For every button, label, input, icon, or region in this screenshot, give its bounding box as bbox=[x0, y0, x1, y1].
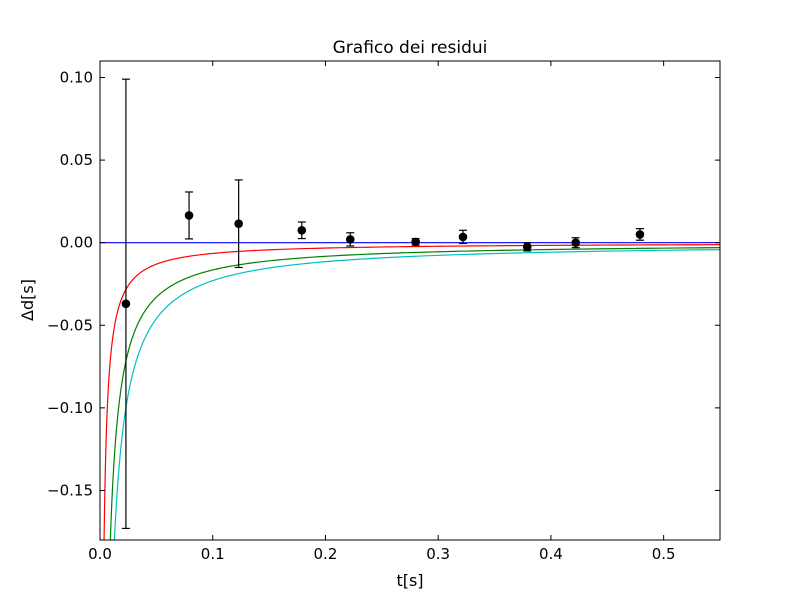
chart-title: Grafico dei residui bbox=[333, 38, 488, 58]
data-point bbox=[234, 179, 243, 269]
x-tick-label: 0.0 bbox=[88, 545, 112, 563]
data-points bbox=[121, 78, 645, 530]
model-curve-3 bbox=[109, 247, 720, 540]
y-tick-label: 0.10 bbox=[60, 69, 93, 87]
model-curve-4 bbox=[113, 249, 720, 540]
model-curves bbox=[100, 242, 720, 540]
point-marker bbox=[411, 237, 420, 247]
point-marker bbox=[571, 238, 581, 247]
point-marker bbox=[458, 232, 468, 242]
axis-ticks: 0.0 0.1 0.2 0.3 0.4 0.5 0.10 0.05 0.00 −0.05 −0.10… bbox=[47, 61, 720, 563]
x-tick-label: 0.2 bbox=[314, 545, 338, 563]
x-axis-label: t[s] bbox=[396, 571, 423, 590]
point-marker bbox=[234, 219, 243, 228]
data-point bbox=[411, 237, 420, 247]
point-marker bbox=[297, 226, 307, 235]
point-marker bbox=[184, 211, 194, 220]
data-point bbox=[635, 228, 645, 241]
y-axis-label: Δd[s] bbox=[18, 279, 37, 321]
point-marker bbox=[345, 235, 355, 244]
plot-area bbox=[99, 60, 721, 541]
point-marker bbox=[635, 230, 645, 239]
y-tick-label: −0.10 bbox=[47, 399, 93, 417]
x-tick-label: 0.5 bbox=[652, 545, 676, 563]
data-point bbox=[184, 191, 194, 240]
data-point bbox=[458, 229, 468, 245]
point-marker bbox=[522, 242, 532, 252]
y-tick-label: 0.05 bbox=[60, 151, 93, 169]
x-tick-label: 0.3 bbox=[426, 545, 450, 563]
data-point bbox=[297, 221, 307, 240]
x-tick-label: 0.1 bbox=[201, 545, 225, 563]
plot-frame bbox=[99, 60, 721, 541]
x-tick-label: 0.4 bbox=[539, 545, 563, 563]
data-point bbox=[345, 232, 355, 247]
y-tick-label: 0.00 bbox=[60, 234, 93, 252]
model-curve-2 bbox=[103, 244, 720, 540]
plot-background bbox=[100, 61, 720, 540]
point-marker bbox=[121, 299, 131, 309]
y-tick-label: −0.15 bbox=[47, 481, 93, 499]
data-point bbox=[121, 78, 131, 530]
data-point bbox=[571, 237, 581, 249]
y-tick-label: −0.05 bbox=[47, 316, 93, 334]
data-point bbox=[522, 242, 532, 252]
